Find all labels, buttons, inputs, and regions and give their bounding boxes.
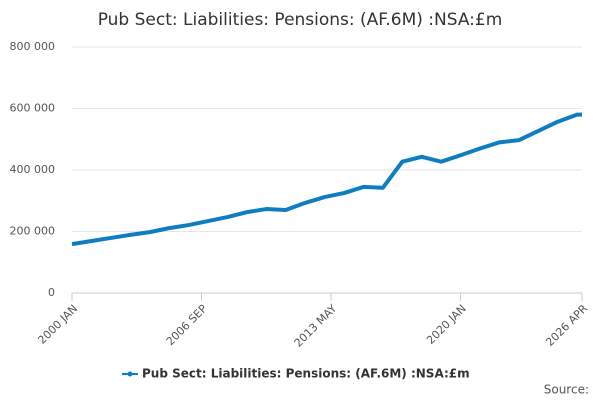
x-tick-label: 2026 APR <box>543 302 590 349</box>
y-tick-label: 200 000 <box>10 225 56 238</box>
source: Source: <box>544 383 589 397</box>
y-tick-label: 0 <box>48 286 55 299</box>
legend-marker <box>127 371 133 377</box>
chart-title: Pub Sect: Liabilities: Pensions: (AF.6M)… <box>98 10 503 30</box>
y-tick-label: 400 000 <box>10 163 56 176</box>
data-line <box>71 112 582 247</box>
y-tick-label: 600 000 <box>10 102 56 115</box>
x-tick-label: 2006 SEP <box>164 302 210 348</box>
x-tick-label: 2013 MAY <box>292 302 340 350</box>
legend-label: Pub Sect: Liabilities: Pensions: (AF.6M)… <box>142 367 470 381</box>
x-tick-label: 2020 JAN <box>424 302 469 347</box>
x-tick-label: 2000 JAN <box>35 302 80 347</box>
y-tick-label: 800 000 <box>10 40 56 53</box>
